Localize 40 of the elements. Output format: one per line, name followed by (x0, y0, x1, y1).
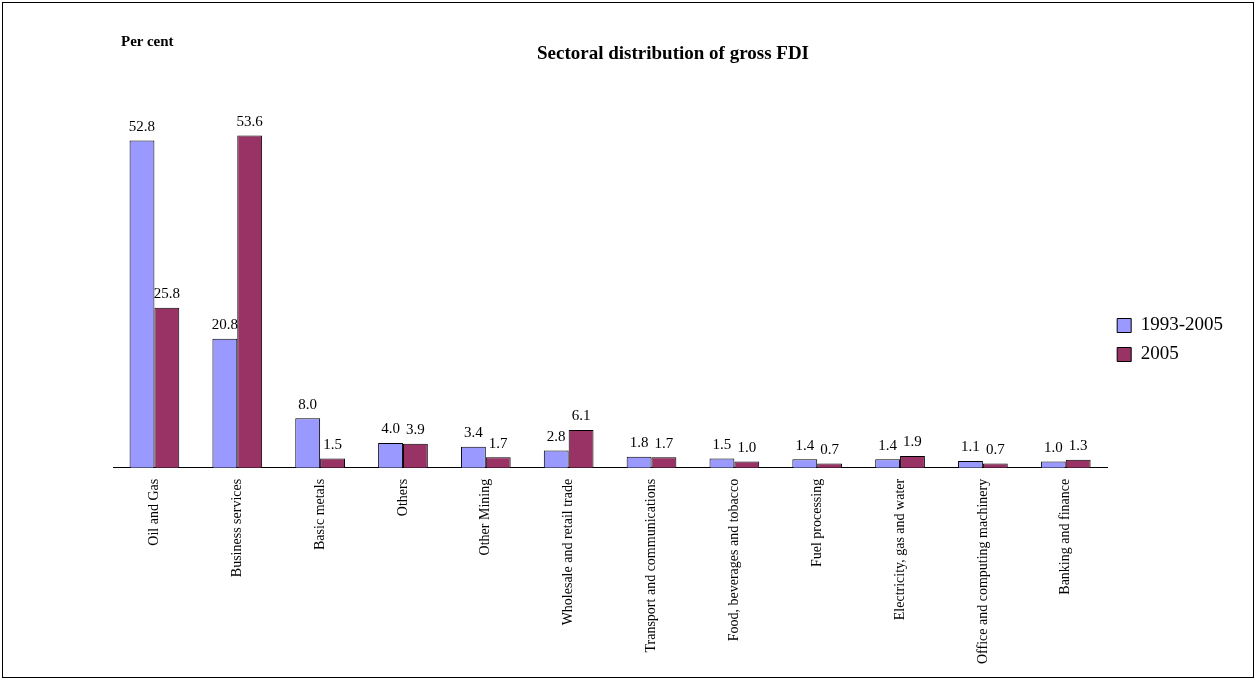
data-label: 1.4 (795, 436, 815, 453)
data-label: 1.5 (712, 435, 732, 452)
x-tick-label: Oil and Gas (146, 478, 162, 546)
data-label: 1.4 (878, 436, 898, 453)
x-tick-label: Other Mining (477, 478, 493, 556)
x-tick-label: Office and computing machinery (974, 478, 990, 665)
data-label: 2.8 (546, 427, 566, 444)
x-tick-label: Electricity, gas and water (891, 478, 907, 621)
data-label: 25.8 (153, 285, 180, 302)
data-label: 1.0 (1043, 439, 1063, 456)
x-tick-label: Business services (228, 478, 244, 578)
data-label: 1.0 (737, 439, 757, 456)
chart-title: Sectoral distribution of gross FDI (537, 42, 809, 64)
data-label: 0.7 (820, 440, 840, 457)
x-tick-label: Others (394, 478, 410, 517)
data-label: 3.9 (406, 421, 425, 438)
data-label: 4.0 (381, 420, 400, 437)
data-label: 1.1 (961, 438, 980, 455)
data-label: 6.1 (571, 407, 591, 424)
data-label: 53.6 (236, 112, 264, 129)
x-tick-label: Banking and finance (1057, 478, 1073, 595)
data-label: 1.3 (1068, 437, 1088, 454)
x-tick-label: Basic metals (311, 478, 327, 550)
text: Per cent (121, 33, 174, 50)
data-label: 1.7 (488, 434, 509, 451)
x-tick-label: Transport and communications (643, 478, 659, 653)
legend-label: 2005 (1140, 342, 1179, 364)
data-label: 52.8 (128, 117, 156, 134)
x-tick-label: Fuel processing (808, 478, 824, 568)
data-label: 1.7 (654, 434, 674, 451)
data-label: 1.8 (629, 434, 649, 451)
data-label: 1.9 (903, 433, 922, 450)
data-label: 8.0 (298, 395, 318, 412)
data-label: 0.7 (985, 440, 1006, 457)
x-tick-label: Food, beverages and tobacco (726, 478, 742, 642)
data-label: 20.8 (211, 316, 238, 333)
data-label: 1.5 (323, 435, 342, 452)
legend-label: 1993-2005 (1140, 313, 1223, 335)
x-tick-label: Wholesale and retail trade (560, 478, 576, 626)
data-label: 3.4 (464, 424, 484, 441)
